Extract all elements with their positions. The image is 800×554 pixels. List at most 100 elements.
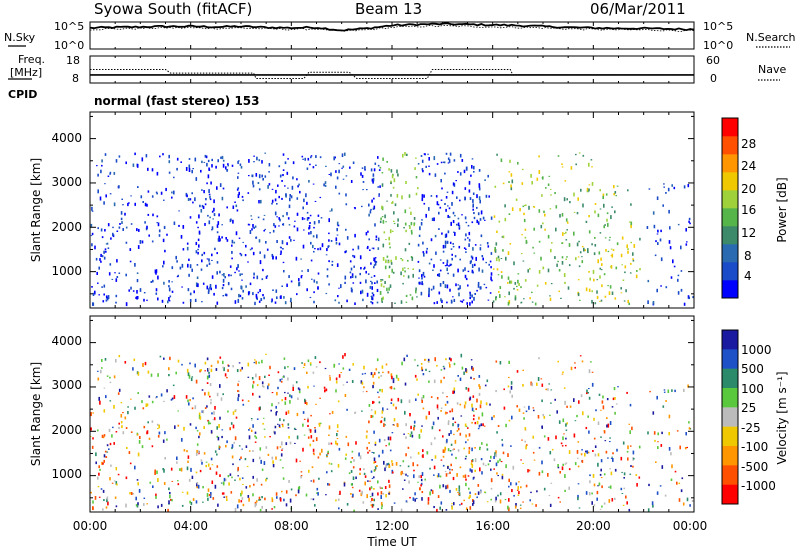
- vel-cbar-tick-neg1000: -1000: [741, 479, 776, 493]
- power-echo-point: [338, 242, 341, 246]
- velocity-echo-point: [364, 475, 367, 478]
- power-echo-point: [231, 239, 234, 244]
- velocity-echo-point: [103, 454, 106, 458]
- velocity-echo-point: [102, 489, 105, 493]
- velocity-echo-point: [173, 395, 176, 399]
- power-echo-point: [94, 245, 96, 250]
- velocity-echo-point: [279, 378, 282, 382]
- power-echo-point: [211, 275, 214, 279]
- velocity-echo-point: [342, 367, 345, 370]
- velocity-echo-point: [312, 479, 315, 483]
- power-echo-point: [462, 269, 465, 272]
- velocity-echo-point: [369, 487, 371, 491]
- velocity-echo-point: [465, 455, 467, 458]
- power-echo-point: [282, 169, 285, 171]
- velocity-echo-point: [309, 443, 312, 447]
- velocity-echo-point: [403, 479, 406, 481]
- power-echo-point: [495, 242, 498, 246]
- power-echo-point: [620, 292, 623, 294]
- velocity-echo-point: [495, 390, 497, 393]
- power-echo-point: [107, 295, 110, 299]
- power-echo-point: [113, 172, 116, 175]
- power-echo-point: [349, 271, 352, 274]
- velocity-echo-point: [479, 404, 482, 409]
- power-echo-point: [251, 228, 253, 231]
- velocity-echo-point: [135, 496, 137, 501]
- power-echo-point: [558, 269, 561, 272]
- velocity-echo-point: [536, 490, 538, 493]
- velocity-echo-point: [252, 450, 254, 452]
- velocity-echo-point: [277, 386, 279, 390]
- power-echo-point: [654, 254, 657, 257]
- velocity-echo-point: [522, 462, 524, 464]
- velocity-echo-point: [273, 430, 275, 434]
- velocity-echo-point: [191, 376, 194, 378]
- power-echo-point: [452, 182, 455, 186]
- power-echo-point: [198, 214, 200, 219]
- power-echo-point: [371, 247, 374, 249]
- velocity-echo-point: [247, 376, 250, 378]
- velocity-echo-point: [439, 475, 442, 478]
- power-echo-point: [264, 228, 266, 231]
- velocity-echo-point: [442, 449, 445, 453]
- power-echo-point: [387, 260, 390, 263]
- velocity-echo-point: [194, 363, 196, 368]
- power-echo-point: [428, 157, 430, 161]
- velocity-echo-point: [256, 418, 259, 420]
- velocity-echo-point: [247, 495, 250, 498]
- power-echo-point: [663, 186, 665, 188]
- velocity-echo-point: [564, 489, 566, 492]
- power-echo-point: [258, 174, 261, 179]
- velocity-echo-point: [92, 500, 94, 504]
- power-echo-point: [306, 167, 309, 170]
- velocity-echo-point: [345, 435, 348, 438]
- velocity-echo-point: [464, 423, 467, 427]
- power-echo-point: [495, 296, 497, 301]
- velocity-echo-point: [256, 478, 258, 482]
- power-echo-point: [479, 247, 482, 251]
- velocity-echo-point: [444, 403, 447, 406]
- velocity-echo-point: [290, 395, 293, 399]
- power-echo-point: [98, 294, 100, 296]
- power-echo-point: [457, 171, 459, 173]
- power-echo-point: [362, 298, 364, 302]
- power-echo-point: [213, 213, 216, 217]
- power-echo-point: [159, 155, 161, 158]
- power-echo-point: [630, 221, 633, 226]
- power-echo-point: [210, 181, 212, 185]
- power-echo-point: [437, 203, 440, 206]
- xtick-1200: 12:00: [375, 519, 410, 533]
- power-echo-point: [544, 228, 546, 231]
- power-echo-point: [607, 222, 609, 227]
- power-echo-point: [490, 276, 492, 281]
- power-echo-point: [304, 157, 306, 161]
- velocity-echo-point: [248, 435, 251, 440]
- velocity-echo-point: [395, 462, 398, 466]
- power-echo-point: [262, 294, 264, 297]
- velocity-echo-point: [610, 457, 613, 459]
- velocity-echo-point: [471, 460, 473, 463]
- velocity-echo-point: [403, 357, 406, 362]
- velocity-echo-point: [564, 474, 566, 478]
- power-echo-point: [599, 189, 601, 192]
- power-echo-point: [379, 220, 382, 224]
- power-echo-point: [134, 152, 136, 156]
- power-echo-point: [423, 202, 426, 205]
- power-echo-point: [95, 257, 98, 261]
- power-echo-point: [448, 216, 451, 219]
- power-echo-point: [469, 302, 471, 306]
- velocity-echo-point: [450, 430, 452, 435]
- velocity-echo-point: [101, 367, 103, 369]
- velocity-echo-point: [188, 402, 190, 406]
- power-echo-point: [251, 247, 253, 250]
- power-echo-point: [544, 213, 546, 217]
- power-echo-point: [593, 278, 595, 282]
- power-echo-point: [607, 285, 609, 287]
- power-echo-point: [433, 217, 435, 222]
- velocity-echo-point: [160, 503, 163, 507]
- power-echo-point: [231, 251, 233, 254]
- power-echo-point: [540, 256, 542, 261]
- velocity-echo-point: [681, 477, 684, 480]
- power-echo-point: [346, 236, 349, 240]
- power-cbar-tick-28: 28: [741, 137, 756, 151]
